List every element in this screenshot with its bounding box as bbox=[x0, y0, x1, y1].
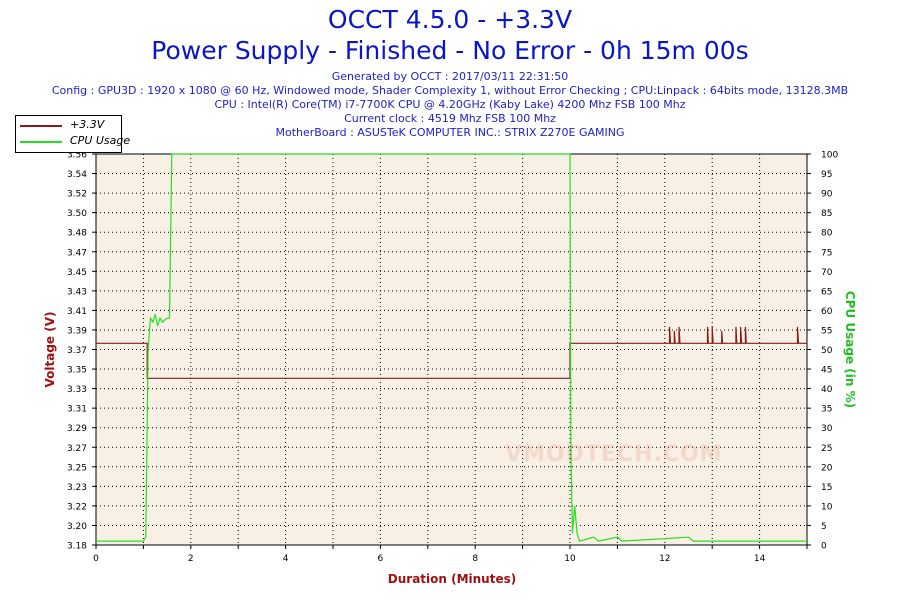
y-right-tick-label: 10 bbox=[821, 502, 833, 512]
y-right-tick-label: 85 bbox=[821, 209, 832, 219]
y-left-tick-label: 3.41 bbox=[67, 307, 87, 317]
info-generated: Generated by OCCT : 2017/03/11 22:31:50 bbox=[331, 70, 569, 83]
info-config: Config : GPU3D : 1920 x 1080 @ 60 Hz, Wi… bbox=[51, 84, 849, 97]
legend-label-cpu: CPU Usage bbox=[70, 134, 131, 147]
y-left-tick-label: 3.18 bbox=[67, 542, 87, 552]
x-tick-label: 10 bbox=[564, 554, 576, 564]
y-right-tick-label: 100 bbox=[821, 151, 838, 161]
y-right-tick-label: 90 bbox=[821, 190, 833, 200]
y-left-tick-label: 3.25 bbox=[67, 463, 87, 473]
watermark: VMODTECH.COM bbox=[505, 442, 723, 467]
y-right-tick-label: 45 bbox=[821, 366, 832, 376]
info-clock: Current clock : 4519 Mhz FSB 100 Mhz bbox=[344, 112, 556, 125]
y-left-tick-label: 3.29 bbox=[67, 424, 87, 434]
x-tick-label: 12 bbox=[659, 554, 670, 564]
y-left-tick-label: 3.31 bbox=[67, 405, 87, 415]
chart-legend: +3.3V CPU Usage bbox=[15, 115, 130, 153]
y-right-tick-label: 55 bbox=[821, 326, 832, 336]
y-right-tick-label: 35 bbox=[821, 405, 832, 415]
legend-swatch-cpu bbox=[20, 141, 62, 143]
x-tick-label: 8 bbox=[472, 554, 478, 564]
y-left-tick-label: 3.52 bbox=[67, 190, 87, 200]
y-left-tick-label: 3.27 bbox=[67, 444, 87, 454]
x-tick-label: 6 bbox=[378, 554, 384, 564]
y-right-tick-label: 95 bbox=[821, 170, 832, 180]
y-left-tick-label: 3.54 bbox=[67, 170, 87, 180]
x-tick-label: 14 bbox=[754, 554, 766, 564]
x-tick-label: 2 bbox=[188, 554, 194, 564]
legend-label-voltage: +3.3V bbox=[70, 118, 105, 131]
y-right-tick-label: 0 bbox=[821, 542, 827, 552]
x-axis-title: Duration (Minutes) bbox=[388, 572, 516, 586]
y-right-tick-label: 80 bbox=[821, 229, 833, 239]
y-right-tick-label: 65 bbox=[821, 287, 832, 297]
x-tick-label: 4 bbox=[283, 554, 289, 564]
info-cpu: CPU : Intel(R) Core(TM) i7-7700K CPU @ 4… bbox=[214, 98, 686, 111]
y-right-tick-label: 20 bbox=[821, 463, 833, 473]
y-left-tick-label: 3.23 bbox=[67, 483, 87, 493]
info-motherboard: MotherBoard : ASUSTeK COMPUTER INC.: STR… bbox=[275, 126, 625, 139]
y-right-tick-label: 40 bbox=[821, 385, 833, 395]
y-right-tick-label: 60 bbox=[821, 307, 833, 317]
y-left-tick-label: 3.56 bbox=[67, 151, 87, 161]
y-left-tick-label: 3.22 bbox=[67, 502, 87, 512]
y-right-tick-label: 50 bbox=[821, 346, 833, 356]
y-left-tick-label: 3.33 bbox=[67, 385, 87, 395]
legend-swatch-voltage bbox=[20, 125, 62, 127]
chart-title: OCCT 4.5.0 - +3.3V bbox=[327, 5, 573, 34]
y-right-tick-label: 5 bbox=[821, 522, 827, 532]
y-left-tick-label: 3.35 bbox=[67, 366, 87, 376]
legend-item-voltage: +3.3V bbox=[16, 118, 121, 134]
y-right-tick-label: 15 bbox=[821, 483, 832, 493]
y-left-tick-label: 3.45 bbox=[67, 268, 87, 278]
legend-item-cpu: CPU Usage bbox=[16, 134, 130, 150]
series-line-voltage bbox=[96, 326, 807, 379]
x-tick-label: 0 bbox=[93, 554, 99, 564]
series-line-cpu-usage bbox=[96, 153, 807, 542]
y-left-tick-label: 3.50 bbox=[67, 209, 87, 219]
y-left-axis-title: Voltage (V) bbox=[43, 312, 57, 388]
y-left-tick-label: 3.37 bbox=[67, 346, 87, 356]
y-left-tick-label: 3.39 bbox=[67, 326, 87, 336]
y-left-tick-label: 3.48 bbox=[67, 229, 87, 239]
y-right-tick-label: 25 bbox=[821, 444, 832, 454]
y-left-tick-label: 3.20 bbox=[67, 522, 87, 532]
chart-subtitle: Power Supply - Finished - No Error - 0h … bbox=[151, 36, 749, 65]
y-right-axis-title: CPU Usage (in %) bbox=[843, 291, 857, 408]
y-left-tick-label: 3.43 bbox=[67, 287, 87, 297]
y-left-tick-label: 3.47 bbox=[67, 248, 87, 258]
y-right-tick-label: 70 bbox=[821, 268, 833, 278]
y-right-tick-label: 30 bbox=[821, 424, 833, 434]
y-right-tick-label: 75 bbox=[821, 248, 832, 258]
